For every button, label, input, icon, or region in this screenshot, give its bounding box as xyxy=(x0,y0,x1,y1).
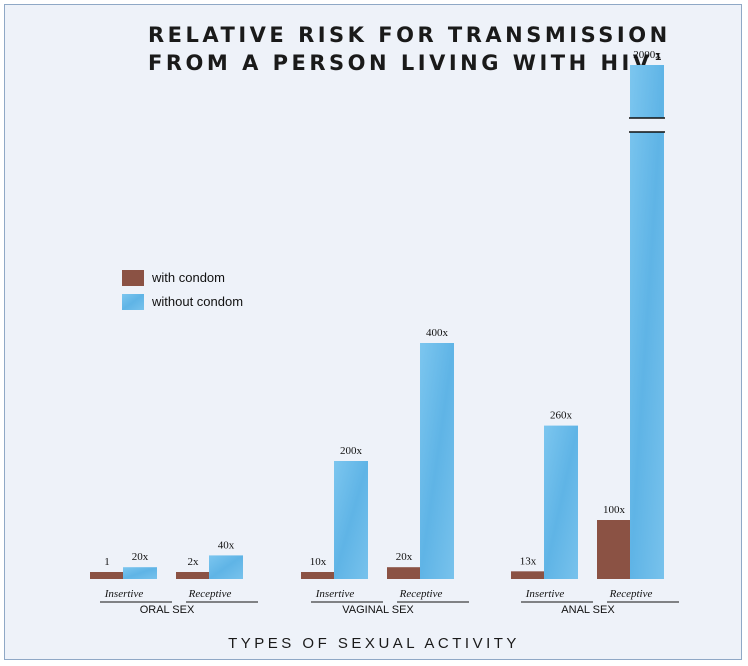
value-label-without-0-1: 40x xyxy=(218,539,235,551)
bar-without-condom-1-1 xyxy=(420,343,454,579)
legend-swatch-0 xyxy=(122,270,144,286)
value-label-without-1-1: 400x xyxy=(426,327,449,339)
bar-without-condom-2-0 xyxy=(544,425,578,579)
bar-without-condom-2-1 xyxy=(630,65,664,579)
bar-with-condom-1-1 xyxy=(387,567,421,579)
legend: with condom without condom xyxy=(122,270,243,310)
subgroup-label-0-0: Insertive xyxy=(104,588,144,600)
value-label-with-1-1: 20x xyxy=(396,551,413,563)
labels: 1 20x Insertive 2x 40x Receptive ORAL SEX 10x 20… xyxy=(100,49,679,616)
bar-without-condom-1-0 xyxy=(334,461,368,579)
bar-with-condom-1-0 xyxy=(301,572,335,579)
chart-title-line-1: RELATIVE RISK FOR TRANSMISSION xyxy=(148,23,671,47)
value-label-with-2-0: 13x xyxy=(520,555,537,567)
chart-title-line-2: FROM A PERSON LIVING WITH HIV 1 xyxy=(148,51,665,75)
group-label-0: ORAL SEX xyxy=(140,604,195,616)
bars xyxy=(90,65,665,579)
legend-swatch-1 xyxy=(122,294,144,310)
legend-label-0: with condom xyxy=(151,270,225,285)
value-label-without-0-0: 20x xyxy=(132,551,149,563)
chart-title-line-2-text: FROM A PERSON LIVING WITH HIV xyxy=(148,51,653,75)
bar-with-condom-2-0 xyxy=(511,571,545,579)
value-label-with-0-1: 2x xyxy=(188,556,200,568)
subgroup-label-2-0: Insertive xyxy=(525,588,565,600)
subgroup-label-2-1: Receptive xyxy=(609,588,653,600)
group-label-2: ANAL SEX xyxy=(561,604,615,616)
subgroup-label-1-1: Receptive xyxy=(399,588,443,600)
bar-without-condom-0-0 xyxy=(123,567,157,579)
bar-without-condom-0-1 xyxy=(209,555,243,579)
value-label-with-1-0: 10x xyxy=(310,556,327,568)
value-label-without-2-0: 260x xyxy=(550,410,573,422)
chart-title-superscript: 1 xyxy=(655,52,665,63)
value-label-with-0-0: 1 xyxy=(104,556,110,568)
subgroup-label-0-1: Receptive xyxy=(188,588,232,600)
value-label-with-2-1: 100x xyxy=(603,504,626,516)
value-label-without-1-0: 200x xyxy=(340,445,363,457)
group-label-1: VAGINAL SEX xyxy=(342,604,414,616)
axis-break-gap xyxy=(629,118,665,132)
value-label-without-2-1: 2000x xyxy=(633,49,661,61)
bar-with-condom-2-1 xyxy=(597,520,631,579)
bar-with-condom-0-1 xyxy=(176,572,210,579)
legend-label-1: without condom xyxy=(151,294,243,309)
subgroup-label-1-0: Insertive xyxy=(315,588,355,600)
bar-with-condom-0-0 xyxy=(90,572,124,579)
x-axis-label: TYPES OF SEXUAL ACTIVITY xyxy=(228,635,520,652)
